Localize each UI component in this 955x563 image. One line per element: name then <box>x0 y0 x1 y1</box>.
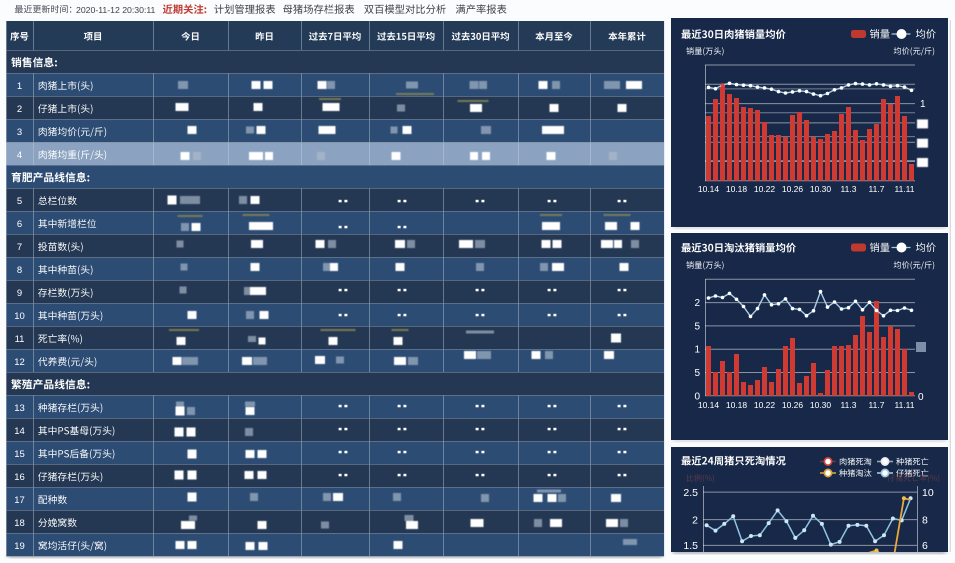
svg-text:10.18: 10.18 <box>726 400 748 410</box>
svg-text:11.11: 11.11 <box>894 400 914 410</box>
svg-text:1: 1 <box>17 81 22 92</box>
svg-text:10.26: 10.26 <box>782 400 804 410</box>
svg-text:13: 13 <box>14 403 25 414</box>
svg-text:16: 16 <box>14 472 25 483</box>
svg-text:2020-11-12 20:30:11: 2020-11-12 20:30:11 <box>76 5 156 15</box>
svg-text:17: 17 <box>14 495 25 506</box>
svg-text:11: 11 <box>15 334 25 345</box>
svg-text:0: 0 <box>918 392 924 403</box>
svg-text:8: 8 <box>17 265 22 276</box>
svg-text:10.26: 10.26 <box>782 184 804 194</box>
svg-text:2: 2 <box>17 104 22 115</box>
svg-text:15: 15 <box>14 449 25 460</box>
svg-text:10.14: 10.14 <box>698 400 720 410</box>
svg-text:6: 6 <box>922 540 928 552</box>
svg-text:11.11: 11.11 <box>894 184 914 194</box>
svg-text:10.30: 10.30 <box>810 400 832 410</box>
svg-text:10.18: 10.18 <box>726 184 748 194</box>
svg-text:10: 10 <box>922 487 934 499</box>
svg-text:1: 1 <box>694 345 700 356</box>
svg-text:10.22: 10.22 <box>754 184 776 194</box>
svg-text:14: 14 <box>14 426 25 437</box>
svg-text:7: 7 <box>17 242 22 253</box>
svg-text:2: 2 <box>694 298 700 309</box>
svg-text:8: 8 <box>922 514 928 526</box>
svg-text:10.30: 10.30 <box>810 184 832 194</box>
svg-text:6: 6 <box>17 219 22 230</box>
svg-text:0: 0 <box>694 391 700 402</box>
svg-text:10.22: 10.22 <box>754 400 776 410</box>
svg-text:10: 10 <box>14 311 25 322</box>
svg-text:11.7: 11.7 <box>869 400 885 410</box>
svg-text:10.14: 10.14 <box>698 184 720 194</box>
svg-text:3: 3 <box>17 127 22 138</box>
svg-text:5: 5 <box>694 321 700 332</box>
svg-text:2.5: 2.5 <box>683 487 698 499</box>
svg-text:5: 5 <box>17 196 22 207</box>
svg-text:2: 2 <box>692 514 698 526</box>
svg-text:1.5: 1.5 <box>683 540 698 552</box>
svg-text:18: 18 <box>14 518 25 529</box>
svg-text:4: 4 <box>17 150 22 161</box>
svg-text:9: 9 <box>17 288 22 299</box>
svg-text:11.3: 11.3 <box>841 184 857 194</box>
svg-text:5: 5 <box>694 368 700 379</box>
svg-text:11.7: 11.7 <box>869 184 885 194</box>
svg-text:1: 1 <box>920 99 926 110</box>
svg-text:11.3: 11.3 <box>841 400 857 410</box>
svg-text:12: 12 <box>14 357 25 368</box>
svg-text:19: 19 <box>14 541 25 552</box>
